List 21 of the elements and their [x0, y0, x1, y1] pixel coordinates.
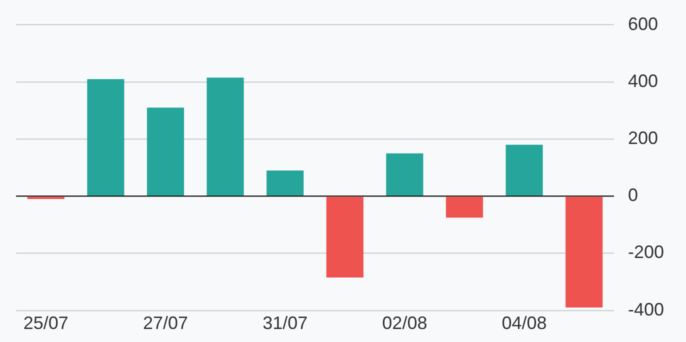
x-tick-label: 25/07	[23, 313, 68, 334]
y-tick-label: 200	[628, 128, 658, 148]
y-tick-label: 400	[628, 70, 658, 91]
bar	[326, 196, 364, 278]
bar	[87, 79, 124, 196]
bar	[206, 78, 244, 196]
y-tick-label: -400	[628, 299, 664, 320]
x-tick-label: 04/08	[502, 313, 547, 334]
bar	[386, 153, 424, 196]
y-tick-label: -200	[628, 242, 664, 262]
x-tick-label: 27/07	[142, 313, 188, 334]
bar	[446, 196, 484, 218]
bar	[566, 196, 603, 308]
y-tick-label: 600	[628, 14, 658, 34]
bar	[27, 196, 64, 200]
bar	[506, 144, 543, 196]
y-tick-label: 0	[628, 185, 638, 206]
bar	[266, 170, 304, 196]
x-tick-label: 02/08	[382, 313, 428, 334]
x-tick-label: 31/07	[262, 313, 308, 334]
bar	[146, 108, 184, 196]
